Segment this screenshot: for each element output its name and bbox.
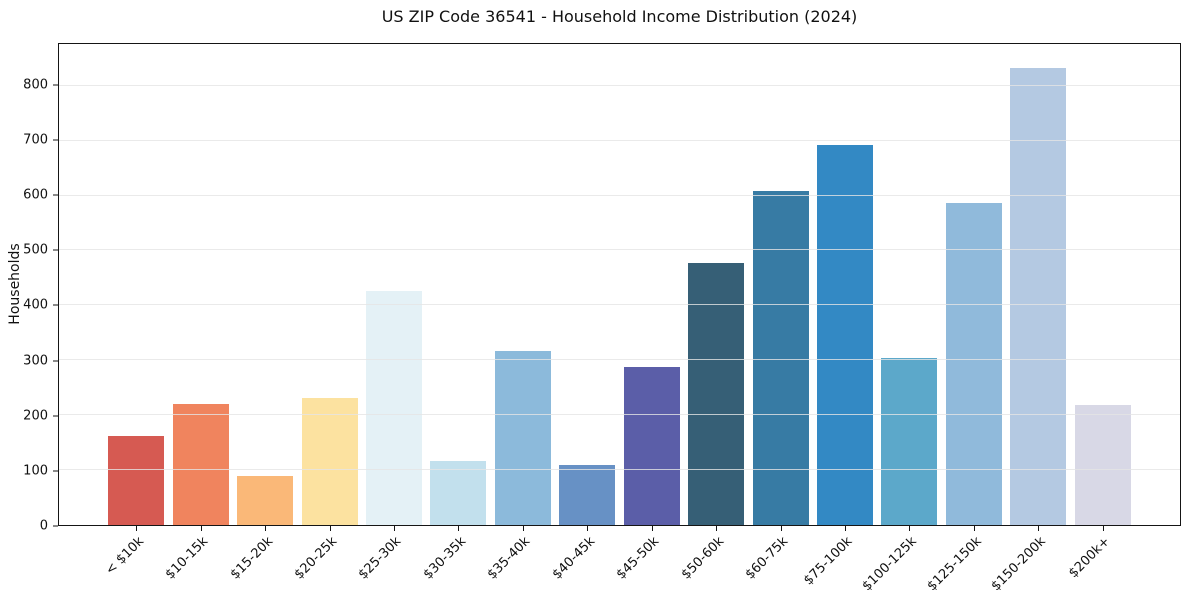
bar-column: $200k+ [1066, 44, 1135, 581]
bar [430, 460, 487, 525]
plot-area: < $10k $10-15k $15-20k $20-25k $25-30k $30-35… [58, 43, 1181, 590]
bar [494, 350, 551, 525]
y-tick-mark [53, 360, 58, 362]
y-tick-label: 700 [23, 132, 48, 148]
x-tick-label: $35-40k [484, 534, 534, 583]
x-tick-mark [1038, 526, 1040, 531]
bar-column: $50-60k [678, 44, 748, 582]
y-tick-mark [53, 470, 58, 472]
bar [108, 436, 165, 525]
bar-column: $25-30k [356, 44, 426, 582]
y-tick-mark [53, 139, 58, 141]
bar-column: $15-20k [227, 44, 297, 582]
y-tick-label: 300 [23, 353, 48, 369]
x-tick-mark [587, 526, 589, 531]
y-tick-label: 600 [23, 187, 48, 203]
x-tick-mark [651, 526, 653, 531]
x-tick-mark [716, 526, 718, 531]
y-tick-mark [53, 249, 58, 251]
bar-column: $40-45k [549, 44, 619, 582]
bar [688, 262, 745, 525]
bar [623, 366, 680, 525]
y-tick-mark [53, 194, 58, 196]
bar [1074, 404, 1131, 525]
x-tick-mark [522, 526, 524, 531]
bar [301, 398, 358, 525]
x-tick-label: $25-30k [356, 534, 405, 583]
bar [752, 190, 809, 525]
x-tick-label: $50-60k [678, 534, 727, 583]
x-tick-label: $10-15k [162, 534, 212, 583]
x-tick-label: $60-75k [742, 534, 792, 583]
x-tick-mark [973, 526, 975, 531]
y-tick-label: 100 [23, 463, 48, 479]
bar-column: $45-50k [614, 44, 684, 582]
y-tick-mark [53, 304, 58, 306]
bar [237, 475, 294, 525]
bar-column: $10-15k [163, 44, 232, 582]
bar-column: $35-40k [485, 44, 555, 582]
y-tick-mark [53, 84, 58, 86]
bar [945, 202, 1002, 525]
y-tick-label: 200 [23, 408, 48, 424]
x-tick-label: $30-35k [420, 534, 470, 583]
y-tick-mark [53, 415, 58, 417]
bar [1010, 68, 1067, 525]
x-tick-label: $200k+ [1066, 534, 1114, 582]
x-tick-mark [1102, 526, 1104, 531]
bar-column: $20-25k [292, 44, 361, 582]
bar-column: $100-125k [860, 44, 941, 590]
bar-column: $75-100k [801, 44, 877, 588]
x-tick-mark [393, 526, 395, 531]
x-tick-mark [265, 526, 267, 531]
x-tick-label: $40-45k [549, 534, 598, 583]
chart-title: US ZIP Code 36541 - Household Income Dis… [381, 7, 858, 26]
x-tick-mark [458, 526, 460, 531]
x-tick-label: $20-25k [291, 534, 341, 583]
bar [817, 145, 874, 525]
x-tick-mark [200, 526, 202, 531]
y-tick-label: 800 [23, 77, 48, 93]
bar [881, 358, 938, 525]
x-tick-label: $125-150k [924, 534, 985, 590]
x-tick-mark [136, 526, 138, 531]
x-tick-label: < $10k [102, 534, 147, 579]
x-tick-label: $75-100k [801, 534, 856, 589]
y-tick-label: 0 [39, 518, 48, 534]
bar-column: $125-150k [924, 44, 1006, 590]
y-tick-mark [53, 525, 58, 527]
bar-column: $30-35k [421, 44, 490, 582]
bar-column: < $10k [103, 44, 168, 578]
bar [365, 290, 422, 525]
bar-column: $150-200k [989, 44, 1070, 590]
x-tick-label: $15-20k [227, 534, 276, 583]
y-tick-label: 400 [23, 297, 48, 313]
x-tick-mark [845, 526, 847, 531]
x-tick-label: $45-50k [613, 534, 663, 583]
bar [559, 465, 616, 525]
y-axis: 0 100 200 300 400 500 600 700 800 [0, 43, 58, 533]
bar-column: $60-75k [743, 44, 812, 582]
bar [172, 404, 229, 525]
x-tick-mark [329, 526, 331, 531]
bars-container: < $10k $10-15k $15-20k $20-25k $25-30k $30-35… [59, 44, 1180, 590]
x-tick-label: $150-200k [988, 534, 1049, 590]
y-tick-label: 500 [23, 242, 48, 258]
x-tick-label: $100-125k [859, 534, 921, 590]
x-tick-mark [909, 526, 911, 531]
x-tick-mark [780, 526, 782, 531]
